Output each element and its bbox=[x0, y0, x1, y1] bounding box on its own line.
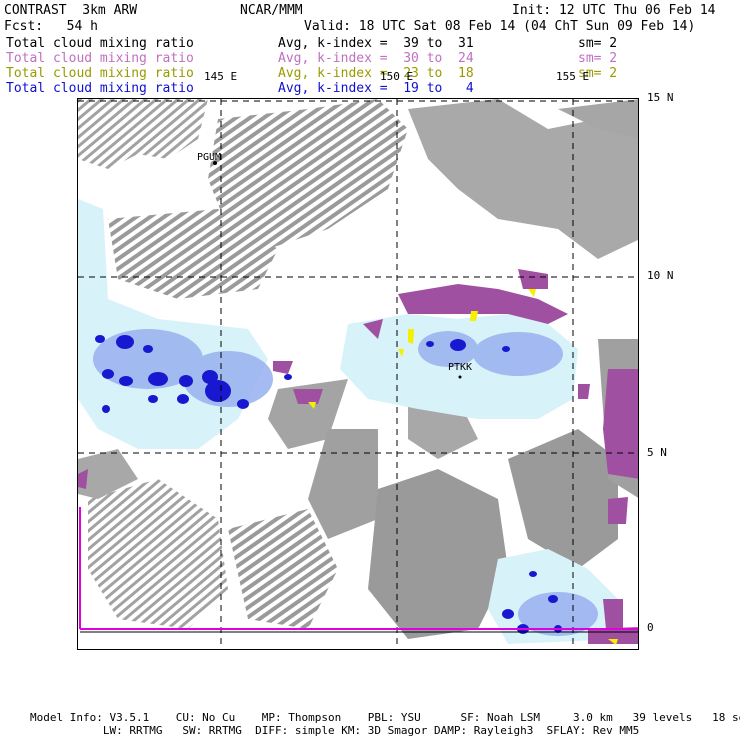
legend-sm-2: sm= 2 bbox=[578, 51, 618, 66]
legend-stat-2: Avg, k-index = 30 to 24 bbox=[278, 51, 474, 66]
legend-sm-3: sm= 2 bbox=[578, 66, 618, 81]
legend-sm-1: sm= 2 bbox=[578, 36, 618, 51]
yellow-cloud-areas bbox=[308, 289, 618, 645]
low-cloud-gray-areas bbox=[78, 99, 638, 639]
legend-field-2: Total cloud mixing ratio bbox=[6, 51, 194, 66]
lon-label-145e: 145 E bbox=[204, 70, 238, 83]
model-info-line2: LW: RRTMG SW: RRTMG DIFF: simple KM: 3D … bbox=[30, 724, 640, 737]
legend-field-3: Total cloud mixing ratio bbox=[6, 66, 194, 81]
station-marker-ptkk bbox=[458, 375, 462, 379]
lat-label-10n: 10 N bbox=[647, 269, 674, 282]
magenta-cloud-areas bbox=[78, 269, 638, 644]
station-marker-pgum bbox=[213, 161, 217, 165]
map-panel: PGUM PTKK bbox=[77, 98, 639, 650]
model-title: CONTRAST 3km ARW bbox=[4, 3, 138, 18]
legend-field-4: Total cloud mixing ratio bbox=[6, 81, 194, 96]
station-label-ptkk: PTKK bbox=[448, 362, 473, 373]
cloud-field-map bbox=[78, 99, 638, 649]
legend-stat-1: Avg, k-index = 39 to 31 bbox=[278, 36, 474, 51]
station-label-pgum: PGUM bbox=[197, 152, 222, 163]
legend-stat-4: Avg, k-index = 19 to 4 bbox=[278, 81, 474, 96]
valid-time: Valid: 18 UTC Sat 08 Feb 14 (04 ChT Sun … bbox=[304, 19, 696, 34]
init-time: Init: 12 UTC Thu 06 Feb 14 bbox=[512, 3, 716, 18]
organization-label: NCAR/MMM bbox=[240, 3, 303, 18]
legend-field-1: Total cloud mixing ratio bbox=[6, 36, 194, 51]
lon-label-150e: 150 E bbox=[380, 70, 414, 83]
lat-label-5n: 5 N bbox=[647, 446, 667, 459]
forecast-hour: Fcst: 54 h bbox=[4, 19, 98, 34]
lon-label-155e: 155 E bbox=[556, 70, 590, 83]
legend-stat-3: Avg, k-index = 23 to 18 bbox=[278, 66, 474, 81]
lat-label-0: 0 bbox=[647, 621, 654, 634]
lat-label-15n: 15 N bbox=[647, 91, 674, 104]
model-info-line1: Model Info: V3.5.1 CU: No Cu MP: Thompso… bbox=[30, 711, 740, 724]
